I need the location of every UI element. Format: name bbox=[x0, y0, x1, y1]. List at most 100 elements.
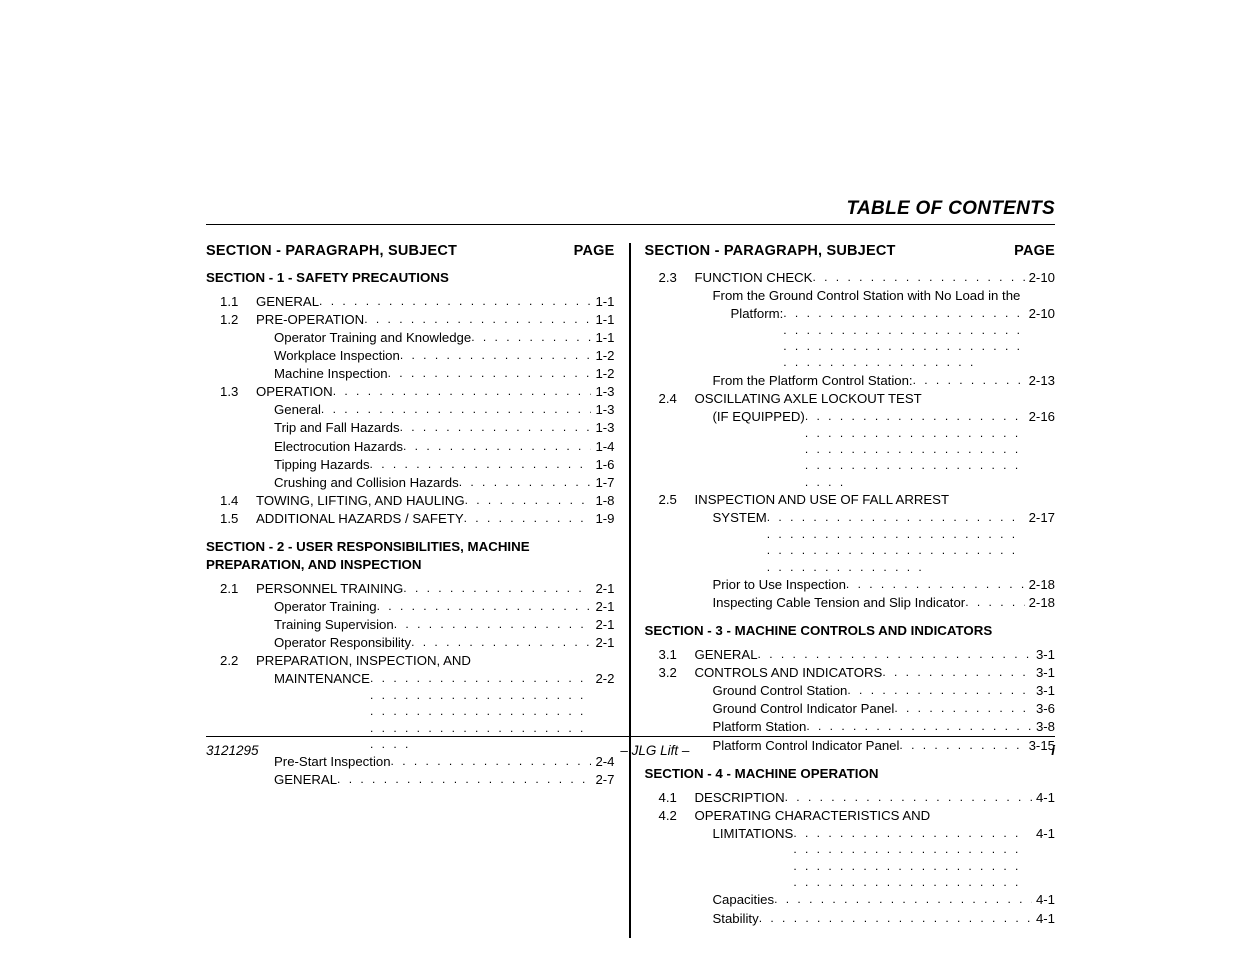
leader-dots: . . . . . . . . . . . . . . . . . . . . … bbox=[793, 825, 1032, 891]
toc-entry: 1.1GENERAL . . . . . . . . . . . . . . .… bbox=[206, 293, 615, 311]
leader-dots: . . . . . . . . . . . . . . . . . . . . … bbox=[411, 634, 591, 650]
leader-dots: . . . . . . . . . . . . . . . . . . . . … bbox=[377, 598, 592, 614]
toc-section: SECTION - 3 - MACHINE CONTROLS AND INDIC… bbox=[645, 622, 1056, 754]
entry-text: PRE-OPERATION bbox=[256, 311, 364, 329]
entry-number: 1.3 bbox=[206, 383, 238, 401]
leader-dots: . . . . . . . . . . . . . . . . . . . . … bbox=[846, 576, 1025, 592]
entry-text: TOWING, LIFTING, AND HAULING bbox=[256, 492, 465, 510]
entry-page: 2-18 bbox=[1025, 594, 1055, 612]
toc-entry: 0.0GENERAL . . . . . . . . . . . . . . .… bbox=[206, 771, 615, 789]
entry-page: 4-1 bbox=[1032, 891, 1055, 909]
entry-text: Stability bbox=[713, 910, 759, 928]
entry-number: 2.2 bbox=[206, 652, 238, 670]
toc-col-right: SECTION - PARAGRAPH, SUBJECT PAGE 2.3FUN… bbox=[631, 243, 1056, 938]
colhead-subject: SECTION - PARAGRAPH, SUBJECT bbox=[645, 243, 896, 259]
toc-section: SECTION - 1 - SAFETY PRECAUTIONS1.1GENER… bbox=[206, 269, 615, 528]
column-header-left: SECTION - PARAGRAPH, SUBJECT PAGE bbox=[206, 243, 615, 259]
entry-number: 1.4 bbox=[206, 492, 238, 510]
leader-dots: . . . . . . . . . . . . . . . . . . . . … bbox=[783, 305, 1024, 371]
entry-text: OSCILLATING AXLE LOCKOUT TEST bbox=[677, 390, 922, 408]
toc-entry: 0.0Capacities . . . . . . . . . . . . . … bbox=[645, 891, 1056, 909]
toc-entry: 0.0Platform Station . . . . . . . . . . … bbox=[645, 718, 1056, 736]
entry-text: INSPECTION AND USE OF FALL ARREST bbox=[677, 491, 950, 509]
toc-entry: 0.0Training Supervision . . . . . . . . … bbox=[206, 616, 615, 634]
entry-text: GENERAL bbox=[695, 646, 758, 664]
entry-page: 1-8 bbox=[591, 492, 614, 510]
entry-page: 2-1 bbox=[591, 634, 614, 652]
toc-entry: 0.0Operator Training and Knowledge . . .… bbox=[206, 329, 615, 347]
entry-number: 4.1 bbox=[645, 789, 677, 807]
leader-dots: . . . . . . . . . . . . . . . . . . . . … bbox=[759, 910, 1032, 926]
entry-text-cont: SYSTEM bbox=[713, 509, 767, 527]
leader-dots: . . . . . . . . . . . . . . . . . . . . … bbox=[471, 329, 591, 345]
column-header-right: SECTION - PARAGRAPH, SUBJECT PAGE bbox=[645, 243, 1056, 259]
toc-columns: SECTION - PARAGRAPH, SUBJECT PAGE SECTIO… bbox=[206, 243, 1055, 938]
toc-entry: 0.0Operator Responsibility . . . . . . .… bbox=[206, 634, 615, 652]
leader-dots: . . . . . . . . . . . . . . . . . . . . … bbox=[364, 311, 591, 327]
entry-page: 1-2 bbox=[591, 365, 614, 383]
entry-page: 1-7 bbox=[591, 474, 614, 492]
leader-dots: . . . . . . . . . . . . . . . . . . . . … bbox=[403, 580, 591, 596]
leader-dots: . . . . . . . . . . . . . . . . . . . . … bbox=[774, 891, 1032, 907]
entry-page: 3-6 bbox=[1032, 700, 1055, 718]
leader-dots: . . . . . . . . . . . . . . . . . . . . … bbox=[767, 509, 1025, 575]
toc-entry: 1.2PRE-OPERATION . . . . . . . . . . . .… bbox=[206, 311, 615, 329]
entry-page: 2-16 bbox=[1025, 408, 1055, 426]
entry-text-cont: (IF EQUIPPED) bbox=[713, 408, 805, 426]
right-body: 2.3FUNCTION CHECK . . . . . . . . . . . … bbox=[645, 269, 1056, 928]
toc-entry: 1.5ADDITIONAL HAZARDS / SAFETY . . . . .… bbox=[206, 510, 615, 528]
entry-page: 2-7 bbox=[591, 771, 614, 789]
entry-text: Crushing and Collision Hazards bbox=[274, 474, 459, 492]
entry-text: General bbox=[274, 401, 321, 419]
page: TABLE OF CONTENTS SECTION - PARAGRAPH, S… bbox=[0, 0, 1235, 954]
entry-number: 2.5 bbox=[645, 491, 677, 509]
entry-text: ADDITIONAL HAZARDS / SAFETY bbox=[256, 510, 464, 528]
entry-page: 4-1 bbox=[1032, 825, 1055, 843]
entry-page: 4-1 bbox=[1032, 910, 1055, 928]
entry-text: Platform Station bbox=[713, 718, 807, 736]
entry-text: From the Platform Control Station: bbox=[713, 372, 913, 390]
entry-text: GENERAL bbox=[256, 293, 319, 311]
toc-entry: 2.3FUNCTION CHECK . . . . . . . . . . . … bbox=[645, 269, 1056, 287]
toc-entry: 0.0Trip and Fall Hazards . . . . . . . .… bbox=[206, 419, 615, 437]
left-body: SECTION - 1 - SAFETY PRECAUTIONS1.1GENER… bbox=[206, 269, 615, 790]
leader-dots: . . . . . . . . . . . . . . . . . . . . … bbox=[847, 682, 1032, 698]
entry-text: PREPARATION, INSPECTION, AND bbox=[238, 652, 471, 670]
entry-text: Tipping Hazards bbox=[274, 456, 370, 474]
leader-dots: . . . . . . . . . . . . . . . . . . . . … bbox=[785, 789, 1032, 805]
entry-page: 1-6 bbox=[591, 456, 614, 474]
toc-entry: 0.0General . . . . . . . . . . . . . . .… bbox=[206, 401, 615, 419]
leader-dots: . . . . . . . . . . . . . . . . . . . . … bbox=[400, 419, 592, 435]
entry-page: 4-1 bbox=[1032, 789, 1055, 807]
section-title: SECTION - 3 - MACHINE CONTROLS AND INDIC… bbox=[645, 622, 1056, 640]
colhead-page: PAGE bbox=[574, 243, 615, 259]
entry-page: 3-1 bbox=[1032, 664, 1055, 682]
leader-dots: . . . . . . . . . . . . . . . . . . . . … bbox=[913, 372, 1025, 388]
toc-entry: 0.0Ground Control Station . . . . . . . … bbox=[645, 682, 1056, 700]
entry-page: 1-2 bbox=[591, 347, 614, 365]
entry-text: Workplace Inspection bbox=[274, 347, 400, 365]
toc-entry: 3.1GENERAL . . . . . . . . . . . . . . .… bbox=[645, 646, 1056, 664]
entry-text: Inspecting Cable Tension and Slip Indica… bbox=[713, 594, 966, 612]
leader-dots: . . . . . . . . . . . . . . . . . . . . … bbox=[394, 616, 592, 632]
entry-page: 2-10 bbox=[1025, 305, 1055, 323]
entry-text: Training Supervision bbox=[274, 616, 394, 634]
toc-entry: 0.0Electrocution Hazards . . . . . . . .… bbox=[206, 438, 615, 456]
footer-center: – JLG Lift – bbox=[620, 743, 689, 758]
entry-page: 2-1 bbox=[591, 616, 614, 634]
toc-entry: 4.2OPERATING CHARACTERISTICS ANDLIMITATI… bbox=[645, 807, 1056, 892]
leader-dots: . . . . . . . . . . . . . . . . . . . . … bbox=[805, 408, 1025, 490]
toc-entry: 0.0Stability . . . . . . . . . . . . . .… bbox=[645, 910, 1056, 928]
entry-page: 1-3 bbox=[591, 419, 614, 437]
entry-page: 1-4 bbox=[591, 438, 614, 456]
section-title: SECTION - 4 - MACHINE OPERATION bbox=[645, 765, 1056, 783]
entry-page: 1-1 bbox=[591, 329, 614, 347]
toc-section: SECTION - 4 - MACHINE OPERATION4.1DESCRI… bbox=[645, 765, 1056, 928]
entry-page: 3-1 bbox=[1032, 646, 1055, 664]
entry-page: 2-10 bbox=[1025, 269, 1055, 287]
leader-dots: . . . . . . . . . . . . . . . . . . . . … bbox=[464, 510, 592, 526]
toc-entry: 3.2CONTROLS AND INDICATORS . . . . . . .… bbox=[645, 664, 1056, 682]
toc-section-continuation: 2.3FUNCTION CHECK . . . . . . . . . . . … bbox=[645, 269, 1056, 612]
entry-page: 1-3 bbox=[591, 401, 614, 419]
entry-text: OPERATING CHARACTERISTICS AND bbox=[677, 807, 931, 825]
